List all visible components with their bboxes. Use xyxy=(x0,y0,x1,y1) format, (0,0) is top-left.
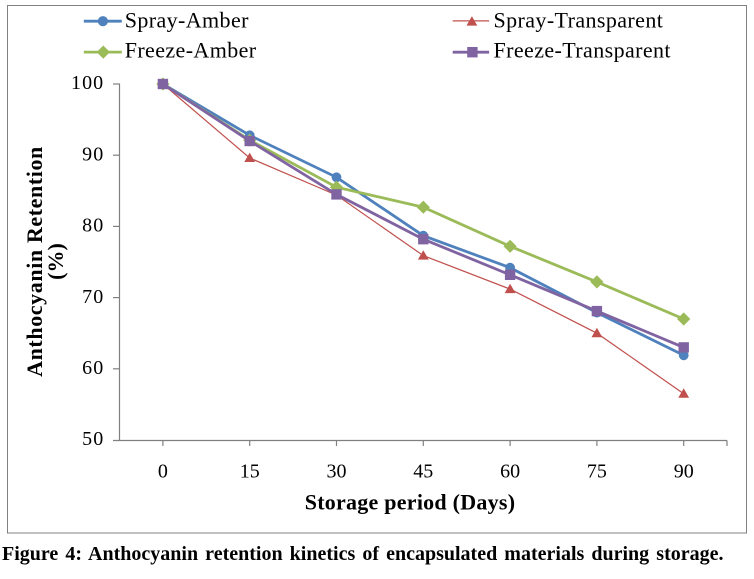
svg-text:Anthocyanin Retention: Anthocyanin Retention xyxy=(22,146,47,377)
svg-text:60: 60 xyxy=(82,357,104,379)
svg-text:70: 70 xyxy=(82,286,104,308)
svg-text:90: 90 xyxy=(674,461,694,483)
svg-text:45: 45 xyxy=(413,461,433,483)
svg-text:80: 80 xyxy=(82,215,104,237)
svg-text:30: 30 xyxy=(327,461,347,483)
svg-text:Spray-Transparent: Spray-Transparent xyxy=(494,7,664,32)
svg-text:Storage period (Days): Storage period (Days) xyxy=(305,490,516,515)
svg-text:60: 60 xyxy=(500,461,520,483)
svg-text:Spray-Amber: Spray-Amber xyxy=(125,7,249,32)
svg-text:50: 50 xyxy=(82,428,104,450)
svg-text:15: 15 xyxy=(240,461,260,483)
svg-text:Freeze-Amber: Freeze-Amber xyxy=(125,38,257,63)
svg-text:100: 100 xyxy=(71,72,104,94)
svg-text:0: 0 xyxy=(158,461,168,483)
svg-text:90: 90 xyxy=(82,143,104,165)
svg-text:Figure 4: Anthocyanin retentio: Figure 4: Anthocyanin retention kinetics… xyxy=(2,543,723,565)
svg-text:75: 75 xyxy=(587,461,607,483)
svg-text:Freeze-Transparent: Freeze-Transparent xyxy=(494,38,671,63)
svg-text:(%): (%) xyxy=(43,243,68,280)
